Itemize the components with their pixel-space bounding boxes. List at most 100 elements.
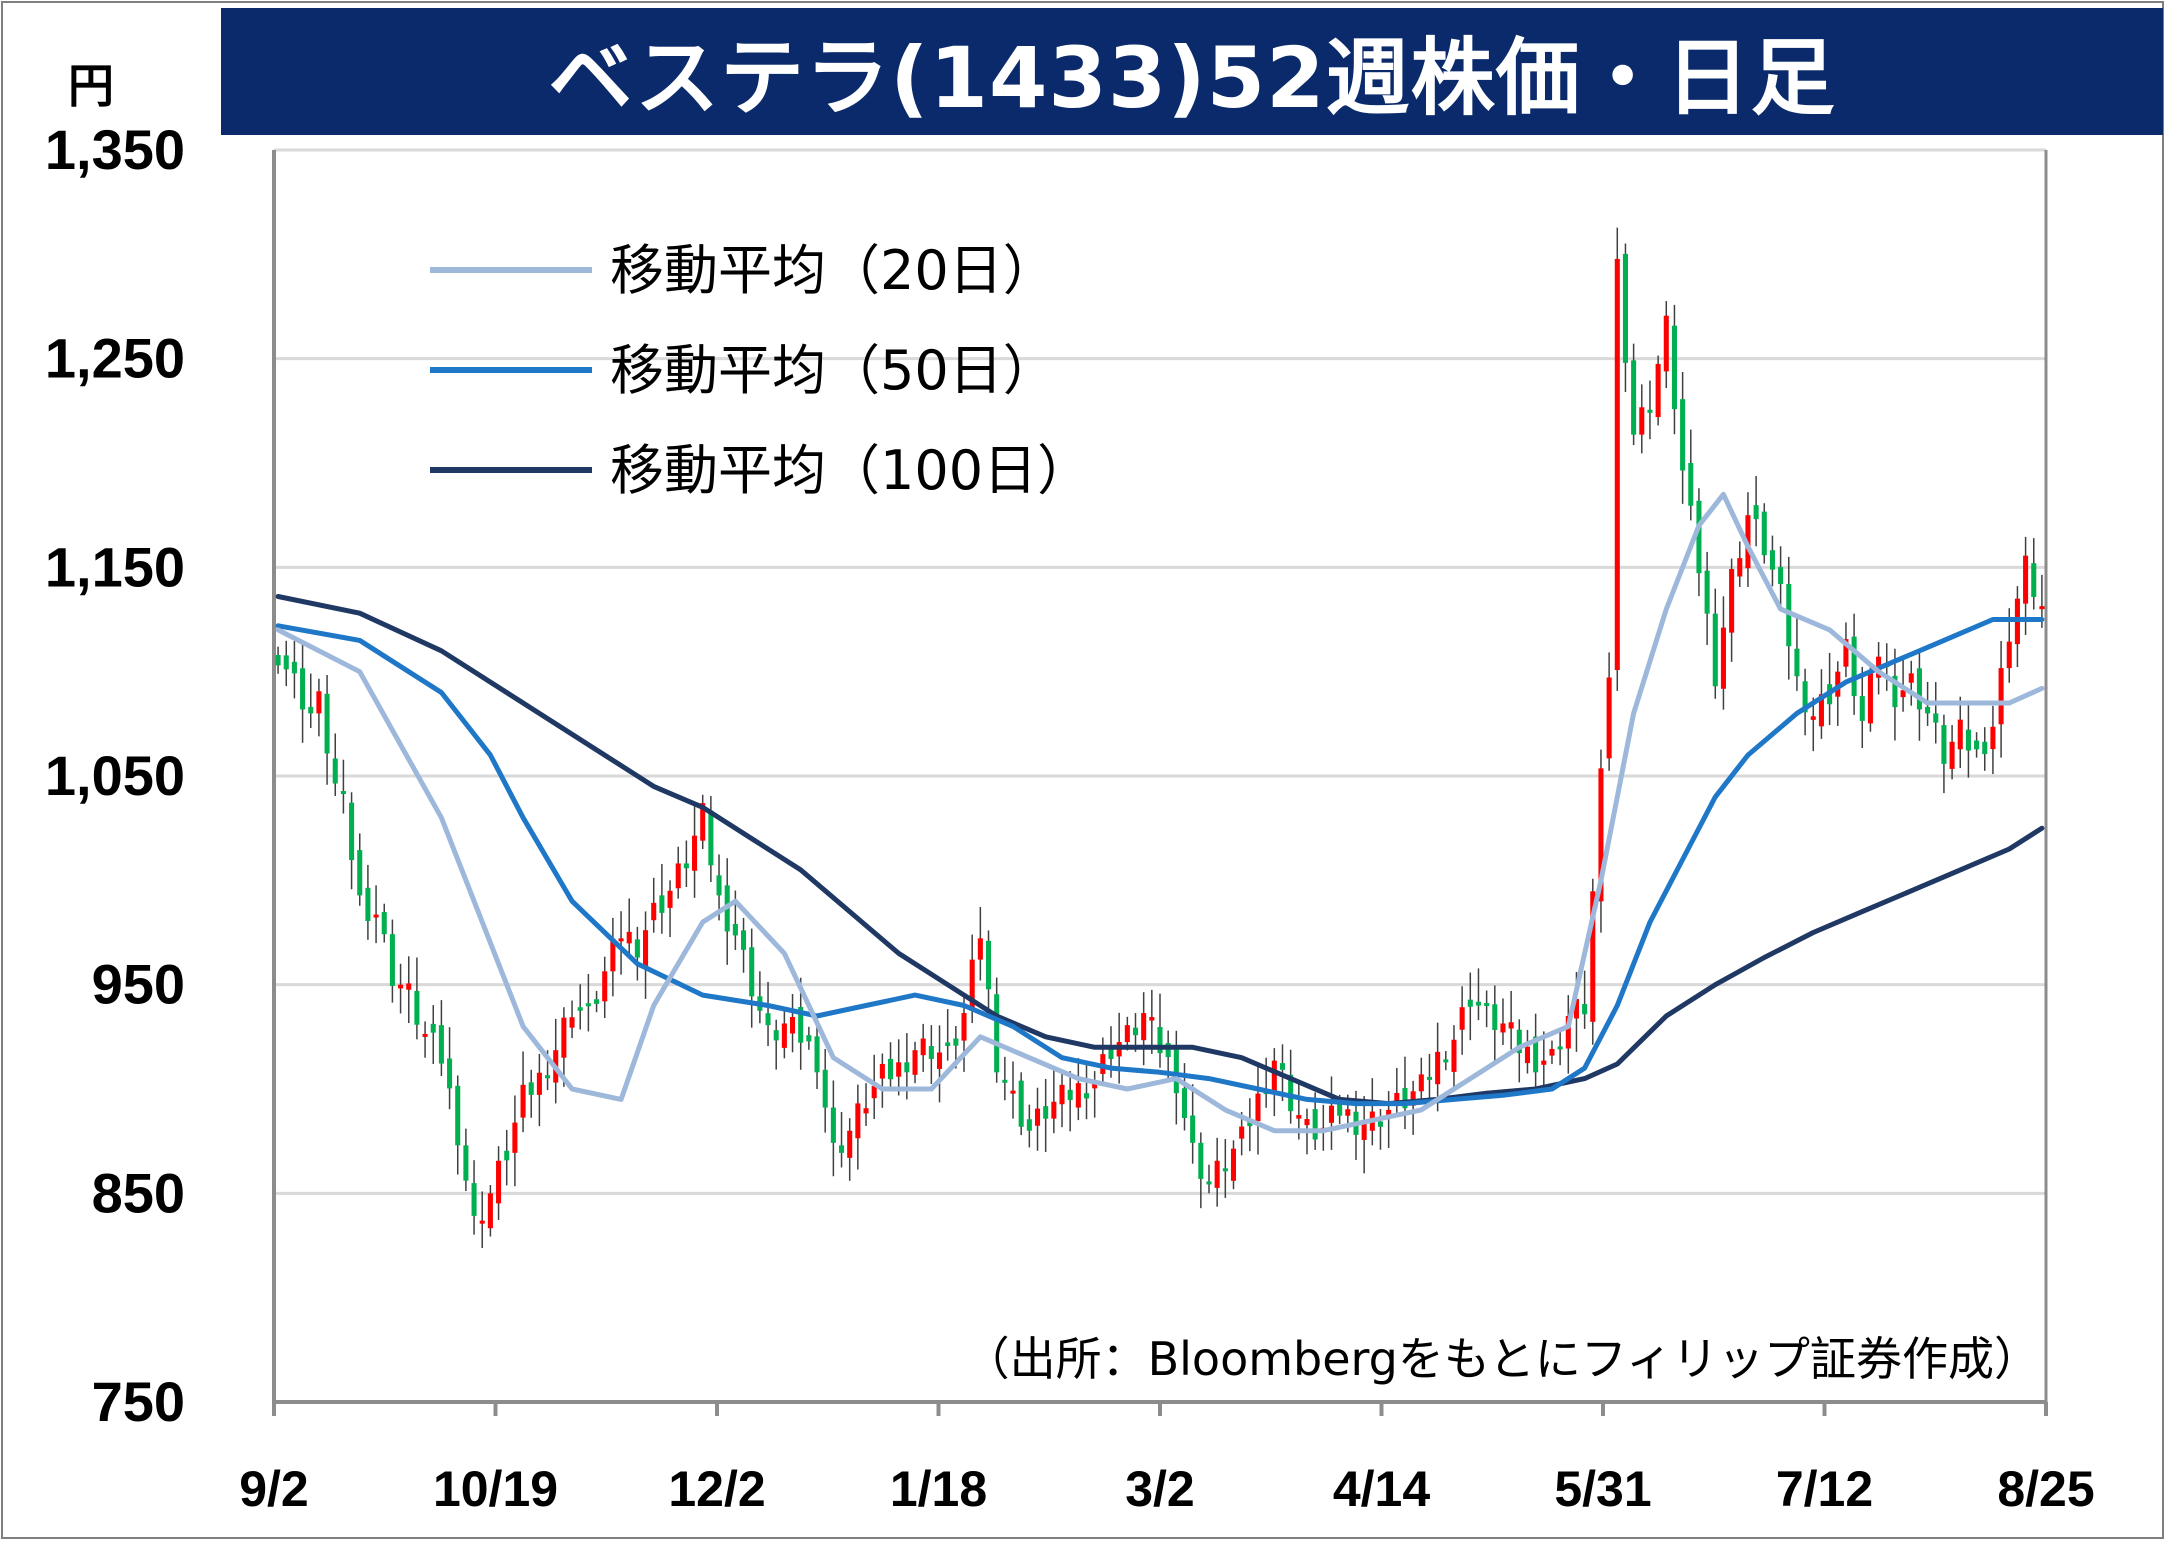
candle-down [1533, 1036, 1539, 1073]
y-tick-labels: 1,350 1,250 1,150 1,050 950 850 750 [45, 118, 185, 1433]
candle-up [1818, 694, 1824, 727]
candle-up [847, 1130, 853, 1158]
candle-up [1541, 1060, 1547, 1065]
legend-label: 移動平均（100日） [610, 439, 1091, 502]
candle-down [838, 1145, 845, 1153]
legend-label: 移動平均（50日） [610, 339, 1057, 402]
candle-down [1181, 1088, 1188, 1119]
candle-up [1720, 627, 1726, 689]
candle-down [708, 810, 714, 866]
candle-up [1059, 1084, 1065, 1105]
candle-down [1933, 713, 1939, 723]
candle-up [1451, 1039, 1457, 1072]
y-tick-label: 750 [92, 1370, 185, 1433]
candle-down [1018, 1080, 1024, 1127]
candles [275, 227, 2045, 1249]
candle-down [389, 934, 395, 986]
candle-down [1484, 1003, 1490, 1007]
x-tick-label: 1/18 [890, 1461, 987, 1517]
candle-down [1712, 613, 1718, 687]
candle-down [300, 668, 306, 710]
candle-up [1214, 1160, 1220, 1188]
candle-down [716, 875, 722, 896]
candle-down [1002, 1079, 1008, 1083]
candle-up [651, 902, 657, 921]
candle-down [1402, 1087, 1408, 1109]
candle-down [985, 940, 992, 990]
x-tick-label: 4/14 [1333, 1461, 1431, 1517]
candle-down [1043, 1106, 1049, 1119]
candle-up [1141, 1013, 1147, 1041]
candle-up [1435, 1051, 1441, 1085]
candle-up [1386, 1109, 1392, 1117]
x-tick-label: 8/25 [1997, 1461, 2094, 1517]
candle-down [308, 706, 314, 714]
candle-up [1255, 1093, 1261, 1122]
candle-down [904, 1062, 910, 1073]
candle-up [1271, 1060, 1277, 1094]
candle-up [1092, 1081, 1098, 1089]
candle-down [1622, 253, 1628, 363]
candle-down [1582, 1004, 1588, 1015]
candle-down [1067, 1089, 1073, 1101]
candle-up [1239, 1126, 1245, 1139]
candle-up [667, 890, 673, 908]
candle-down [332, 758, 338, 784]
candle-up [496, 1160, 502, 1204]
candle-up [1908, 673, 1914, 683]
candle-down [1083, 1093, 1090, 1099]
candle-up [1598, 768, 1604, 902]
x-tick-label: 9/2 [239, 1461, 309, 1517]
candle-down [504, 1150, 510, 1161]
candle-up [1590, 891, 1596, 1022]
candle-up [316, 691, 322, 714]
y-tick-label: 1,250 [45, 327, 185, 390]
candle-up [2039, 606, 2045, 610]
candle-down [1916, 668, 1922, 710]
candle-up [398, 984, 404, 989]
candle-up [920, 1038, 926, 1056]
candle-down [585, 1003, 591, 1007]
candle-up [1573, 999, 1579, 1019]
candle-up [626, 931, 632, 944]
candle-down [1688, 463, 1694, 506]
candle-up [422, 1033, 428, 1037]
candle-down [659, 895, 665, 913]
candle-down [1377, 1121, 1384, 1127]
y-tick-label: 1,150 [45, 535, 185, 598]
candle-up [855, 1103, 861, 1139]
candle-up [871, 1086, 877, 1099]
candle-up [700, 803, 706, 841]
candle-down [414, 990, 420, 1025]
candle-up [1304, 1119, 1310, 1126]
candle-down [1279, 1063, 1286, 1070]
candle-up [879, 1063, 885, 1079]
candle-down [1157, 1027, 1163, 1054]
candle-up [1296, 1115, 1302, 1119]
candle-up [1418, 1074, 1424, 1092]
candle-up [781, 1023, 787, 1048]
candle-down [1132, 1027, 1139, 1036]
candle-up [1394, 1092, 1400, 1103]
candle-down [945, 1042, 951, 1047]
candle-up [1230, 1148, 1237, 1181]
candle-up [1949, 741, 1955, 769]
candle-down [1198, 1142, 1204, 1179]
candle-down [365, 887, 371, 922]
candle-up [1051, 1101, 1057, 1119]
candle-up [1639, 407, 1645, 435]
candle-down [1925, 706, 1931, 714]
candle-down [283, 655, 289, 670]
candle-up [610, 938, 616, 972]
candle-down [1026, 1119, 1032, 1131]
candle-down [1108, 1049, 1114, 1059]
candle-down [1778, 567, 1784, 585]
candle-down [928, 1046, 934, 1059]
candle-up [1737, 558, 1743, 577]
candle-up [1328, 1105, 1335, 1123]
candle-down [447, 1058, 453, 1089]
candle-up [1034, 1108, 1041, 1126]
candle-up [1075, 1083, 1081, 1108]
candle-up [936, 1052, 943, 1069]
